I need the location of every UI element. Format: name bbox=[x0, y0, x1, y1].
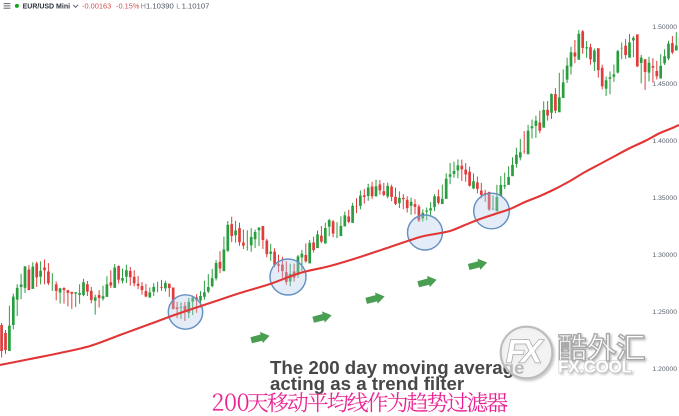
svg-text:1.40000: 1.40000 bbox=[652, 138, 677, 145]
svg-text:H: H bbox=[141, 2, 146, 11]
svg-text:L: L bbox=[176, 2, 180, 11]
svg-text:1.50000: 1.50000 bbox=[652, 24, 677, 31]
svg-text:1.35000: 1.35000 bbox=[652, 195, 677, 202]
svg-text:1.30000: 1.30000 bbox=[652, 252, 677, 259]
svg-text:1.25000: 1.25000 bbox=[652, 309, 677, 316]
svg-text:FX.COOL: FX.COOL bbox=[558, 357, 632, 377]
svg-text:1.10107: 1.10107 bbox=[182, 2, 210, 11]
svg-text:-0.15%: -0.15% bbox=[116, 2, 140, 11]
svg-text:-0.00163: -0.00163 bbox=[82, 2, 111, 11]
svg-text:1.45000: 1.45000 bbox=[652, 81, 677, 88]
svg-text:1.10390: 1.10390 bbox=[146, 2, 174, 11]
svg-text:1.20000: 1.20000 bbox=[652, 366, 677, 373]
svg-text:EUR/USD Mini: EUR/USD Mini bbox=[23, 4, 71, 11]
